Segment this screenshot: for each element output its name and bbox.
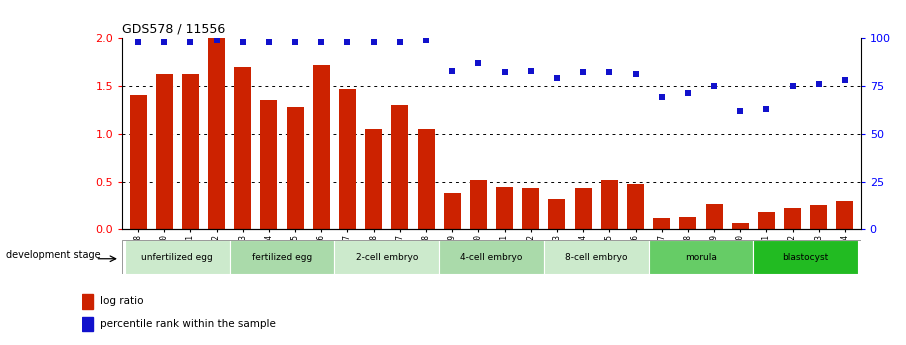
Point (497, 70, 512, 75)
Point (366, 39, 381, 45)
Bar (418, 129, 435, 229)
Bar (649, 240, 754, 274)
Bar (653, 218, 670, 229)
Point (733, 108, 747, 114)
Bar (334, 240, 439, 274)
Point (157, 39, 171, 45)
Bar (125, 240, 229, 274)
Point (392, 39, 407, 45)
Point (759, 106, 774, 111)
Point (786, 83, 800, 89)
Point (838, 77, 853, 83)
Text: unfertilized egg: unfertilized egg (141, 253, 213, 262)
Bar (627, 185, 644, 229)
Bar (260, 100, 277, 229)
Point (314, 39, 329, 45)
Point (288, 39, 303, 45)
Bar (732, 223, 748, 229)
Point (550, 76, 564, 81)
Bar (391, 105, 409, 229)
Point (602, 70, 617, 75)
Bar (130, 95, 147, 229)
Bar (836, 201, 853, 229)
Text: 4-cell embryo: 4-cell embryo (460, 253, 523, 262)
Point (183, 39, 198, 45)
Bar (82, 294, 92, 309)
Bar (444, 193, 461, 229)
Bar (313, 65, 330, 229)
Text: 8-cell embryo: 8-cell embryo (565, 253, 628, 262)
Bar (758, 212, 775, 229)
Bar (339, 89, 356, 229)
Bar (754, 240, 858, 274)
Bar (235, 67, 251, 229)
Text: GDS578 / 11556: GDS578 / 11556 (122, 22, 226, 36)
Point (419, 37, 433, 43)
Point (341, 39, 355, 45)
Bar (522, 188, 539, 229)
Point (471, 60, 486, 66)
Text: blastocyst: blastocyst (783, 253, 829, 262)
Bar (229, 240, 334, 274)
Point (262, 39, 276, 45)
Text: development stage: development stage (6, 250, 101, 260)
Bar (680, 217, 697, 229)
Point (236, 39, 250, 45)
Point (654, 95, 669, 100)
Bar (82, 317, 92, 331)
Text: fertilized egg: fertilized egg (252, 253, 313, 262)
Bar (182, 74, 199, 229)
Bar (470, 180, 487, 229)
Bar (810, 206, 827, 229)
Point (628, 71, 642, 77)
Bar (544, 240, 649, 274)
Bar (286, 107, 304, 229)
Bar (439, 240, 544, 274)
Point (680, 91, 695, 96)
Bar (365, 129, 382, 229)
Text: percentile rank within the sample: percentile rank within the sample (100, 319, 275, 329)
Text: log ratio: log ratio (100, 296, 143, 306)
Bar (496, 187, 513, 229)
Point (130, 39, 145, 45)
Point (209, 37, 224, 43)
Text: 2-cell embryo: 2-cell embryo (355, 253, 418, 262)
Point (576, 70, 591, 75)
Bar (156, 74, 173, 229)
Point (707, 83, 721, 89)
Point (445, 68, 459, 73)
Bar (784, 208, 801, 229)
Bar (208, 38, 225, 229)
Bar (548, 199, 565, 229)
Point (524, 68, 538, 73)
Point (812, 81, 826, 87)
Bar (601, 180, 618, 229)
Bar (706, 204, 723, 229)
Bar (574, 188, 592, 229)
Text: morula: morula (685, 253, 717, 262)
